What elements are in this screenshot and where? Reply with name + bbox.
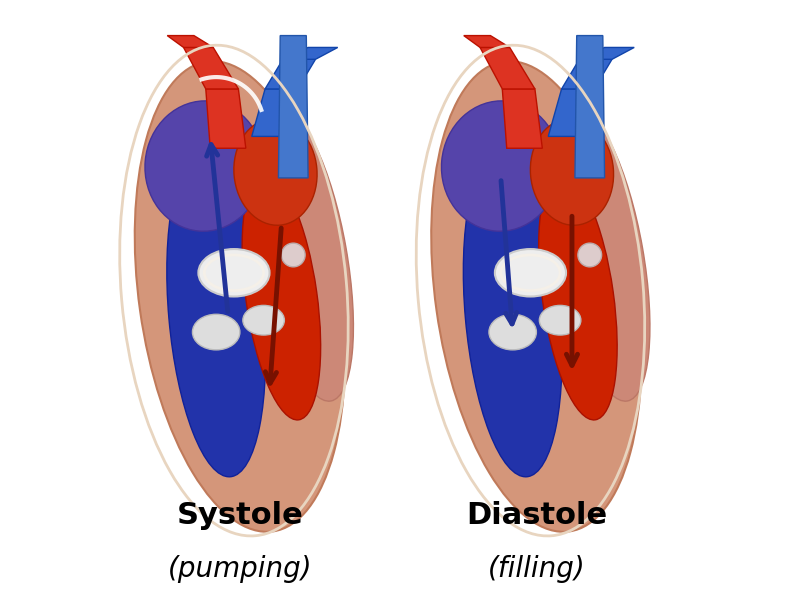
Polygon shape — [575, 36, 605, 178]
Polygon shape — [502, 89, 542, 148]
Polygon shape — [167, 36, 214, 47]
Ellipse shape — [257, 109, 354, 401]
Ellipse shape — [243, 305, 284, 335]
Polygon shape — [579, 47, 634, 59]
Ellipse shape — [489, 314, 536, 350]
Ellipse shape — [539, 305, 581, 335]
Ellipse shape — [145, 101, 264, 231]
Text: Diastole: Diastole — [466, 502, 607, 530]
Polygon shape — [206, 89, 246, 148]
Text: Systole: Systole — [177, 502, 303, 530]
Polygon shape — [265, 59, 315, 89]
Polygon shape — [562, 59, 612, 89]
Polygon shape — [464, 36, 510, 47]
Ellipse shape — [242, 173, 321, 420]
Ellipse shape — [282, 243, 305, 267]
Ellipse shape — [234, 119, 317, 225]
Text: (filling): (filling) — [487, 555, 586, 584]
Ellipse shape — [495, 249, 566, 296]
Ellipse shape — [134, 61, 345, 532]
Ellipse shape — [442, 101, 560, 231]
Text: (pumping): (pumping) — [167, 555, 312, 584]
Ellipse shape — [463, 152, 562, 477]
Ellipse shape — [198, 249, 270, 296]
Polygon shape — [278, 36, 308, 178]
Ellipse shape — [431, 61, 642, 532]
Ellipse shape — [530, 119, 614, 225]
Ellipse shape — [538, 173, 617, 420]
Polygon shape — [480, 47, 535, 89]
Polygon shape — [252, 89, 298, 136]
Ellipse shape — [167, 152, 266, 477]
Ellipse shape — [578, 243, 602, 267]
Polygon shape — [283, 47, 338, 59]
Ellipse shape — [554, 109, 650, 401]
Ellipse shape — [193, 314, 240, 350]
Polygon shape — [548, 89, 594, 136]
Polygon shape — [183, 47, 238, 89]
